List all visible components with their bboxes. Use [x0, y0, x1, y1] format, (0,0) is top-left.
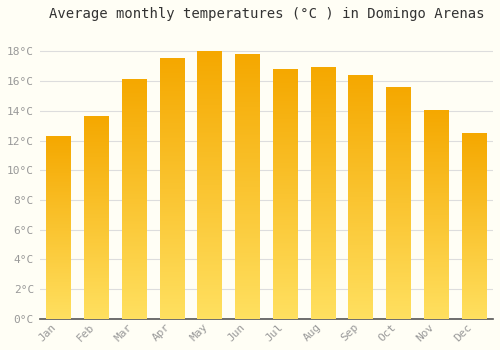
Bar: [424, 111, 448, 319]
Bar: [235, 54, 260, 319]
Bar: [462, 133, 486, 319]
Bar: [46, 136, 70, 319]
Bar: [310, 68, 336, 319]
Bar: [84, 117, 108, 319]
Bar: [198, 51, 222, 319]
Bar: [273, 69, 297, 319]
Title: Average monthly temperatures (°C ) in Domingo Arenas: Average monthly temperatures (°C ) in Do…: [48, 7, 484, 21]
Bar: [122, 79, 146, 319]
Bar: [386, 87, 411, 319]
Bar: [160, 59, 184, 319]
Bar: [348, 75, 373, 319]
